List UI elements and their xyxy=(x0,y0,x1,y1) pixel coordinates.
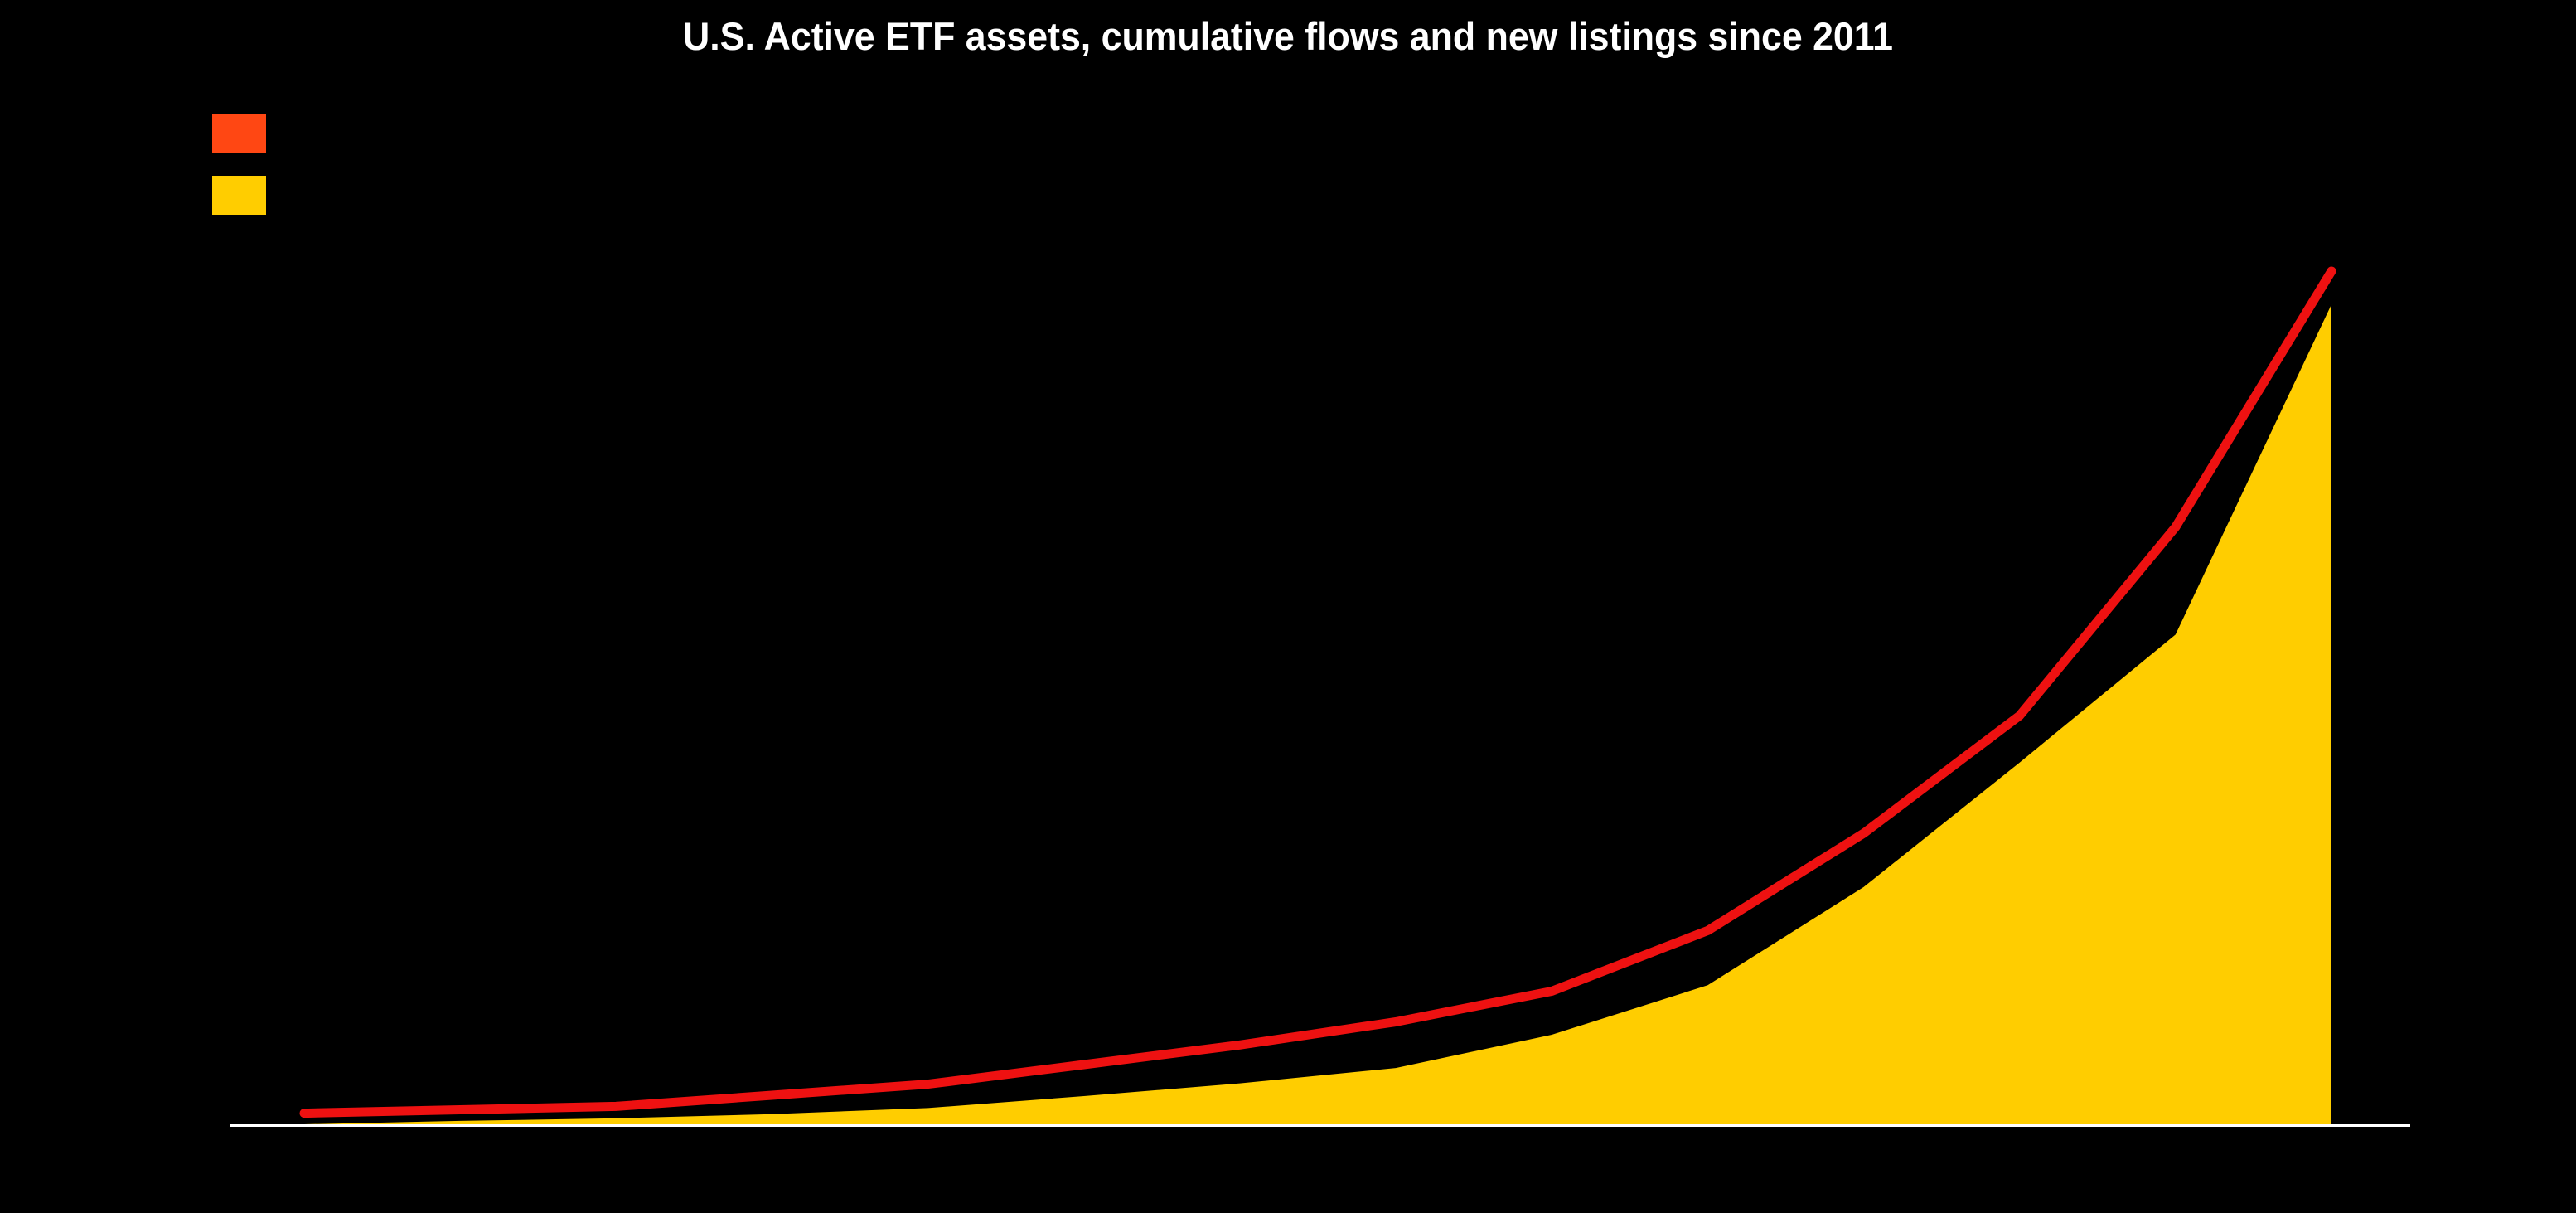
chart-title: U.S. Active ETF assets, cumulative flows… xyxy=(683,14,1893,58)
flows-area-series xyxy=(304,304,2331,1125)
legend-swatch-flows xyxy=(212,176,266,215)
legend-swatch-assets xyxy=(212,114,266,153)
assets-line-series xyxy=(299,266,2336,1118)
